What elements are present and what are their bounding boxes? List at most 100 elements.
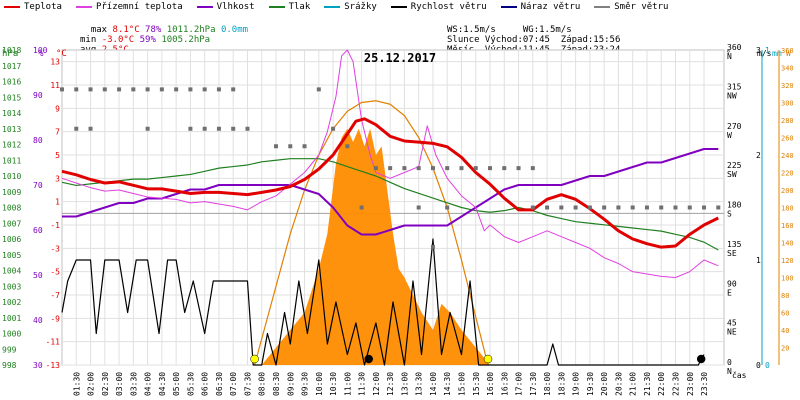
legend-item: Tlak [265, 0, 311, 14]
tick-solar: 220 [781, 170, 794, 178]
tick-pressure: 1006 [2, 235, 21, 244]
wind-direction-point [331, 126, 336, 131]
wind-direction-points-layer [60, 87, 721, 364]
tick-direction: 0 [727, 358, 732, 367]
wind-direction-point [373, 166, 378, 171]
wind-direction-point [88, 126, 93, 131]
tick-temperature: -11 [46, 338, 61, 347]
legend-swatch [196, 6, 213, 8]
axis-label-humidity: % [38, 49, 44, 59]
tick-time: 09:00 [286, 372, 295, 396]
tick-time: 19:00 [572, 372, 581, 396]
marker-sunrise [250, 354, 259, 364]
tick-solar: 360 [781, 47, 794, 55]
tick-humidity: 80 [33, 136, 43, 145]
axis-label-direction: ° [726, 49, 731, 58]
tick-time: 12:30 [386, 372, 395, 396]
wind-direction-point [359, 205, 364, 210]
wind-direction-point [559, 205, 564, 210]
legend-swatch [500, 6, 517, 8]
tick-time: 20:00 [600, 372, 609, 396]
wind-direction-point [488, 166, 493, 171]
tick-temperature: -9 [50, 314, 60, 323]
tick-temperature: 3 [55, 174, 60, 183]
marker-sunset [483, 354, 493, 364]
axis-label-rain: mm [772, 49, 782, 58]
tick-pressure: 1004 [2, 267, 21, 276]
wind-direction-point [216, 87, 221, 92]
tick-temperature: -5 [50, 268, 60, 277]
tick-direction: 360 [727, 43, 742, 52]
wind-direction-point [202, 87, 207, 92]
legend-label: Vlhkost [216, 2, 255, 12]
tick-pressure: 999 [2, 345, 17, 354]
tick-solar: 140 [781, 240, 794, 248]
tick-wind: 3 [756, 46, 761, 55]
tick-direction: 225 [727, 161, 742, 170]
tick-time: 02:30 [101, 372, 110, 396]
tick-pressure: 1005 [2, 251, 21, 260]
legend-item: Vlhkost [193, 0, 255, 14]
tick-time: 11:00 [343, 372, 352, 396]
tick-solar: 260 [781, 135, 794, 143]
wind-direction-point [545, 205, 550, 210]
wind-direction-point [402, 166, 407, 171]
tick-time: 22:30 [671, 372, 680, 396]
tick-pressure: 1012 [2, 141, 21, 150]
legend-label: Přízemní teplota [95, 2, 183, 12]
wind-direction-point [117, 87, 122, 92]
tick-direction-name: E [727, 288, 732, 297]
wind-direction-point [60, 87, 64, 92]
wind-direction-point [188, 126, 193, 131]
tick-time: 23:00 [686, 372, 695, 396]
legend-label: Tlak [288, 2, 311, 12]
stat-wg: WG:1.5m/s [522, 25, 572, 35]
legend-label: Teplota [24, 2, 62, 12]
tick-time: 01:30 [72, 372, 81, 396]
tick-time: 10:00 [315, 372, 324, 396]
tick-wind: 1 [756, 256, 761, 265]
wind-direction-point [416, 205, 421, 210]
legend-item: Přízemní teplota [72, 0, 183, 14]
axis-label-pressure: hPa [2, 49, 18, 59]
tick-pressure: 1009 [2, 188, 21, 197]
wind-direction-point [430, 244, 435, 249]
stat-max-hum: 78% [145, 25, 162, 35]
tick-temperature: 13 [50, 58, 60, 67]
tick-time: 21:00 [629, 372, 638, 396]
stat-max-temp: 8.1°C [112, 25, 140, 35]
wind-direction-point [288, 144, 293, 149]
wind-direction-point [131, 87, 136, 92]
axis-label-time: čas [732, 370, 747, 380]
legend-item: Rychlost větru [387, 0, 487, 14]
tick-time: 08:00 [258, 372, 267, 396]
wind-direction-point [630, 205, 635, 210]
wind-direction-point [516, 166, 521, 171]
legend-label: Srážky [344, 2, 377, 12]
tick-rain: 1 [765, 46, 770, 55]
tick-time: 16:30 [500, 372, 509, 396]
tick-solar: 320 [781, 82, 794, 90]
tick-wind: 0 [756, 361, 761, 370]
legend-item: Teplota [0, 0, 62, 14]
tick-time: 09:30 [301, 372, 310, 396]
tick-pressure: 1015 [2, 93, 21, 102]
tick-humidity: 50 [33, 271, 43, 280]
legend: Teplota Přízemní teplota Vlhkost Tlak Srážky… [0, 0, 800, 14]
marker-moonset [696, 354, 706, 364]
wind-direction-point [145, 87, 150, 92]
tick-time: 15:30 [472, 372, 481, 396]
tick-time: 23:30 [700, 372, 709, 396]
pressure-line [61, 158, 719, 251]
wind-direction-point [245, 126, 250, 131]
tick-time: 16:00 [486, 372, 495, 396]
tick-temperature: 7 [55, 128, 60, 137]
stat-max-rain: 0.0mm [220, 25, 249, 35]
wind-direction-point [459, 166, 464, 171]
tick-pressure: 1010 [2, 172, 21, 181]
legend-item: Srážky [320, 0, 377, 14]
tick-humidity: 100 [33, 46, 48, 55]
wind-direction-point [687, 205, 692, 210]
tick-pressure: 1017 [2, 62, 21, 71]
